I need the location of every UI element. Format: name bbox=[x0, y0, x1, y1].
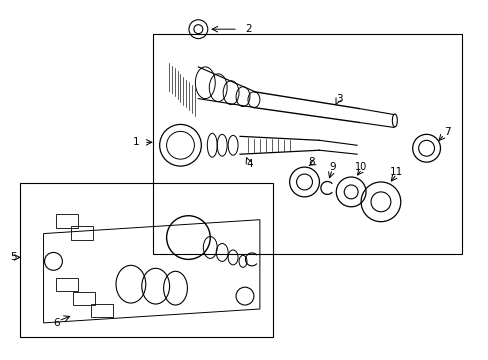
Bar bbox=[152, 34, 461, 255]
Text: 8: 8 bbox=[307, 157, 314, 167]
Text: 11: 11 bbox=[389, 167, 403, 177]
Text: 9: 9 bbox=[328, 162, 335, 172]
Text: 4: 4 bbox=[246, 159, 253, 169]
Bar bbox=[20, 183, 272, 337]
Text: 6: 6 bbox=[53, 318, 60, 328]
Text: 10: 10 bbox=[354, 162, 366, 172]
Text: 7: 7 bbox=[444, 127, 450, 138]
Bar bbox=[91, 304, 113, 317]
Text: 2: 2 bbox=[244, 24, 251, 34]
Text: 3: 3 bbox=[335, 94, 342, 104]
Text: 1: 1 bbox=[132, 137, 139, 147]
Text: 5: 5 bbox=[10, 252, 17, 262]
Bar bbox=[73, 292, 95, 305]
Bar bbox=[56, 278, 78, 291]
